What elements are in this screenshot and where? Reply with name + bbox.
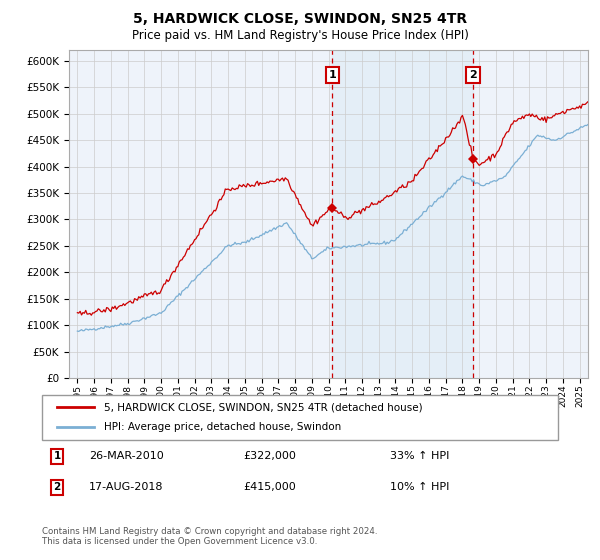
Text: HPI: Average price, detached house, Swindon: HPI: Average price, detached house, Swin…	[104, 422, 341, 432]
Text: Contains HM Land Registry data © Crown copyright and database right 2024.
This d: Contains HM Land Registry data © Crown c…	[42, 526, 377, 546]
Text: 10% ↑ HPI: 10% ↑ HPI	[391, 482, 449, 492]
Text: 5, HARDWICK CLOSE, SWINDON, SN25 4TR: 5, HARDWICK CLOSE, SWINDON, SN25 4TR	[133, 12, 467, 26]
Text: Price paid vs. HM Land Registry's House Price Index (HPI): Price paid vs. HM Land Registry's House …	[131, 29, 469, 42]
Text: 26-MAR-2010: 26-MAR-2010	[89, 451, 163, 461]
Text: £415,000: £415,000	[244, 482, 296, 492]
Text: 1: 1	[328, 70, 336, 80]
Bar	[332, 50, 473, 378]
Text: 2: 2	[469, 70, 477, 80]
FancyBboxPatch shape	[42, 395, 558, 440]
Text: £322,000: £322,000	[244, 451, 296, 461]
Text: 1: 1	[53, 451, 61, 461]
Text: 2: 2	[53, 482, 61, 492]
Text: 33% ↑ HPI: 33% ↑ HPI	[391, 451, 449, 461]
Text: 5, HARDWICK CLOSE, SWINDON, SN25 4TR (detached house): 5, HARDWICK CLOSE, SWINDON, SN25 4TR (de…	[104, 402, 422, 412]
Text: 17-AUG-2018: 17-AUG-2018	[89, 482, 163, 492]
